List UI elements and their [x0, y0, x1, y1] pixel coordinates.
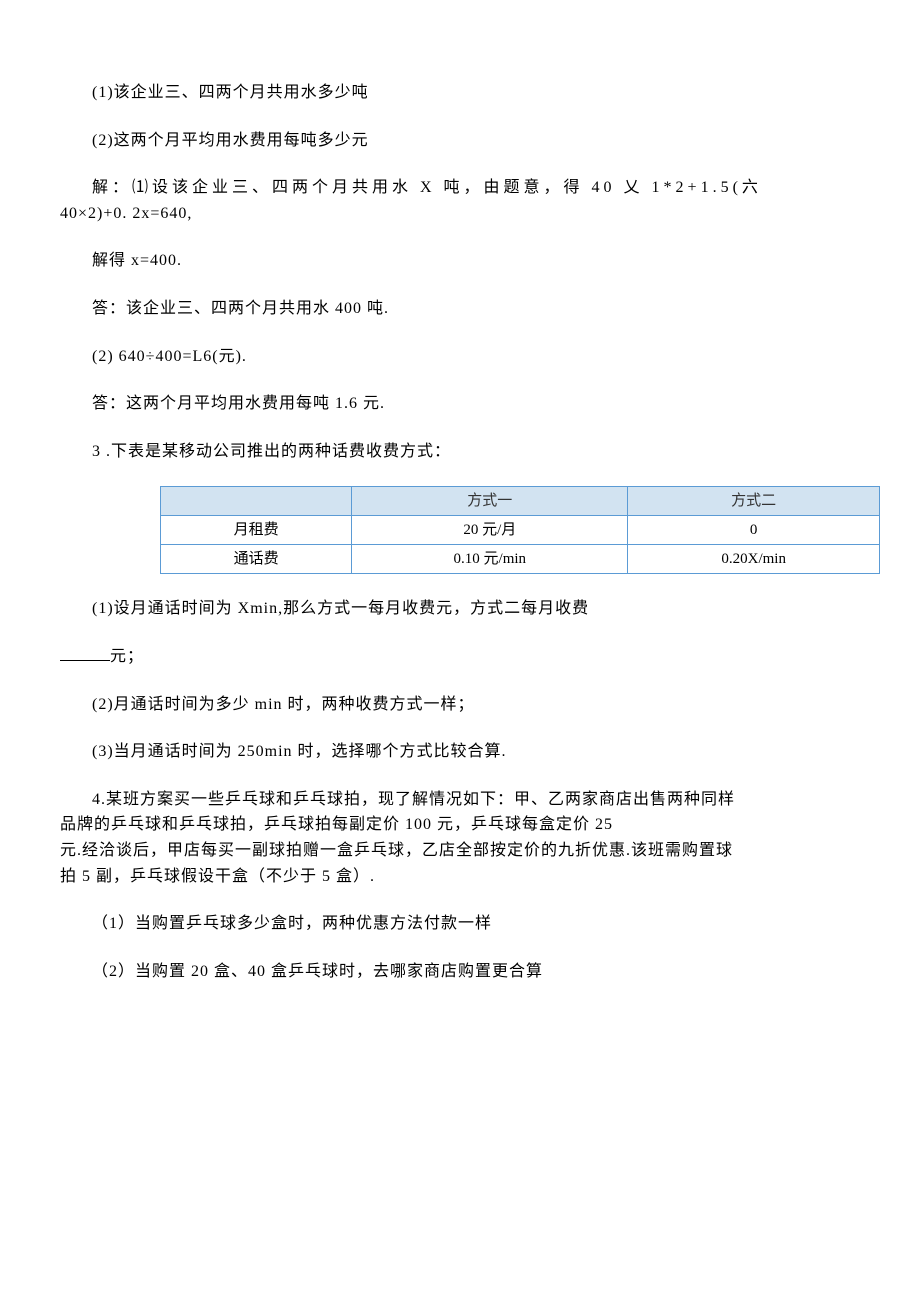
table-cell: 通话费 — [161, 545, 352, 574]
q4-line4: 拍 5 副，乒乓球假设干盒（不少于 5 盒）. — [60, 864, 860, 890]
paragraph-q3-2: (2)月通话时间为多少 min 时，两种收费方式一样； — [60, 692, 860, 718]
paragraph-q3-1-blank: 元； — [60, 644, 860, 670]
solution-line1: 解：⑴设该企业三、四两个月共用水 X 吨，由题意，得 40 乂 1*2+1.5(… — [60, 175, 860, 201]
paragraph-q4-intro: 4.某班方案买一些乒乓球和乒乓球拍，现了解情况如下：甲、乙两家商店出售两种同样 … — [60, 787, 860, 889]
table-row: 通话费 0.10 元/min 0.20X/min — [161, 545, 880, 574]
paragraph-q4-1: （1）当购置乒乓球多少盒时，两种优惠方法付款一样 — [60, 911, 860, 937]
paragraph-solve-x: 解得 x=400. — [60, 248, 860, 274]
paragraph-q1-2: (2)这两个月平均用水费用每吨多少元 — [60, 128, 860, 154]
table-row: 月租费 20 元/月 0 — [161, 516, 880, 545]
paragraph-q3-1: (1)设月通话时间为 Xmin,那么方式一每月收费元，方式二每月收费 — [60, 596, 860, 622]
table-header-cell: 方式一 — [352, 487, 628, 516]
table-cell: 月租费 — [161, 516, 352, 545]
paragraph-q3-3: (3)当月通话时间为 250min 时，选择哪个方式比较合算. — [60, 739, 860, 765]
solution-line2: 40×2)+0. 2x=640, — [60, 201, 860, 227]
blank-suffix: 元； — [110, 648, 144, 665]
paragraph-q4-2: （2）当购置 20 盒、40 盒乒乓球时，去哪家商店购置更合算 — [60, 959, 860, 985]
table-cell: 0.20X/min — [628, 545, 880, 574]
table-cell: 0 — [628, 516, 880, 545]
pricing-table: 方式一 方式二 月租费 20 元/月 0 通话费 0.10 元/min 0.20… — [160, 486, 880, 574]
q4-line1: 4.某班方案买一些乒乓球和乒乓球拍，现了解情况如下：甲、乙两家商店出售两种同样 — [60, 787, 860, 813]
paragraph-q1-1: (1)该企业三、四两个月共用水多少吨 — [60, 80, 860, 106]
paragraph-answer-2: 答：这两个月平均用水费用每吨 1.6 元. — [60, 391, 860, 417]
paragraph-answer-1: 答：该企业三、四两个月共用水 400 吨. — [60, 296, 860, 322]
table-cell: 0.10 元/min — [352, 545, 628, 574]
table-header-cell — [161, 487, 352, 516]
fill-blank — [60, 660, 110, 661]
table-header-row: 方式一 方式二 — [161, 487, 880, 516]
table-header-cell: 方式二 — [628, 487, 880, 516]
table-cell: 20 元/月 — [352, 516, 628, 545]
paragraph-solution-1: 解：⑴设该企业三、四两个月共用水 X 吨，由题意，得 40 乂 1*2+1.5(… — [60, 175, 860, 226]
paragraph-solution-2: (2) 640÷400=L6(元). — [60, 344, 860, 370]
q4-line2: 品牌的乒乓球和乒乓球拍，乒乓球拍每副定价 100 元，乒乓球每盒定价 25 — [60, 812, 860, 838]
q4-line3: 元.经洽谈后，甲店每买一副球拍赠一盒乒乓球，乙店全部按定价的九折优惠.该班需购置… — [60, 838, 860, 864]
paragraph-q3-intro: 3 .下表是某移动公司推出的两种话费收费方式： — [60, 439, 860, 465]
